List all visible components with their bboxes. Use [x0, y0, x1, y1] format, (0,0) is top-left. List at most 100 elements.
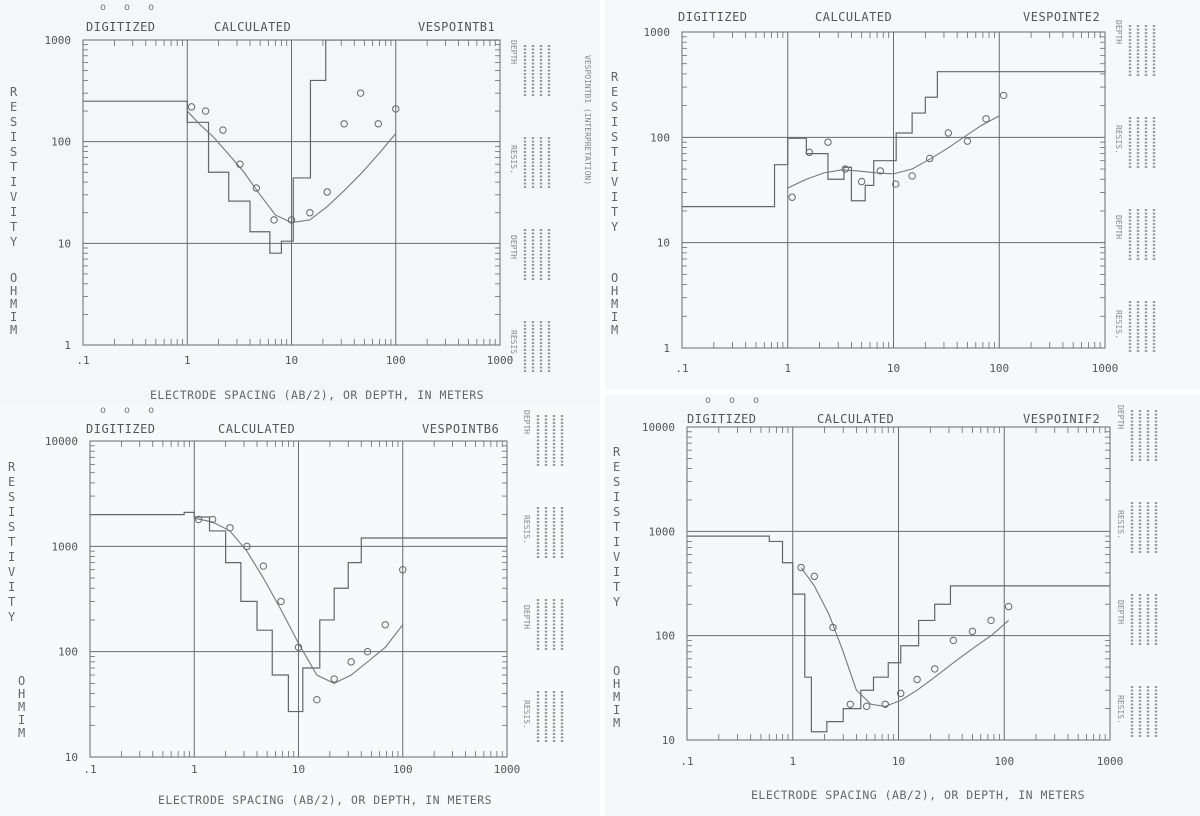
- x-axis-title: ELECTRODE SPACING (AB/2), OR DEPTH, IN M…: [158, 793, 493, 807]
- y-tick-label: 1: [64, 339, 71, 352]
- digitized-point: [252, 184, 261, 192]
- side-resis-label: RESIS.: [509, 330, 518, 359]
- x-tick-label: 100: [994, 755, 1014, 768]
- digitized-point: [913, 675, 921, 684]
- y-tick-label: 10000: [45, 435, 78, 448]
- digitized-point: [987, 616, 995, 625]
- digitized-point: [931, 665, 939, 673]
- calculated-curve: [787, 115, 1000, 189]
- digitized-point: [982, 115, 990, 123]
- digitized-marks: o o o: [100, 405, 161, 416]
- digitized-point: [201, 107, 210, 115]
- y-tick-label: 100: [650, 131, 670, 144]
- y-axis-unit: OHMIM: [613, 664, 621, 730]
- digitized-marks: o o o: [100, 2, 161, 13]
- digitized-label: DIGITIZED: [687, 412, 757, 426]
- digitized-point: [963, 137, 972, 145]
- digitized-point: [330, 675, 338, 683]
- x-tick-label: 1: [789, 755, 796, 768]
- calculated-curve: [800, 567, 1009, 707]
- digitized-point: [270, 216, 278, 224]
- digitized-point: [810, 572, 819, 581]
- side-resis-label: RESIS.: [509, 145, 518, 174]
- side-depth-label: DEPTH: [509, 235, 518, 259]
- y-tick-label: 100: [51, 136, 71, 149]
- x-tick-label: 1000: [1097, 755, 1124, 768]
- layer-model-line: [687, 535, 1110, 733]
- x-tick-label: .1: [675, 362, 688, 375]
- digitized-point: [892, 180, 900, 188]
- vespointb6-panel: o o o DIGITIZED CALCULATED VESPOINTB6 RE…: [0, 405, 600, 816]
- calculated-label: CALCULATED: [218, 422, 296, 436]
- x-tick-label: 1: [184, 354, 191, 367]
- digitized-point: [236, 160, 244, 168]
- digitized-point: [908, 172, 916, 180]
- y-axis-title: RESISTIVITY: [8, 460, 16, 624]
- y-tick-label: 1: [663, 342, 670, 355]
- side-depth-label: DEPTH: [1114, 20, 1123, 44]
- digitized-point: [857, 177, 866, 186]
- chart-title: VESPOINIF2: [1023, 412, 1101, 426]
- y-tick-label: 1000: [649, 525, 676, 538]
- digitized-point: [797, 563, 805, 572]
- digitized-point: [340, 120, 348, 128]
- vespointe2-panel: DIGITIZED CALCULATED VESPOINTE2 RESISTIV…: [605, 0, 1200, 390]
- digitized-point: [876, 167, 884, 175]
- side-interpretation-label: VESPOINTB1 (INTERPRETATION): [583, 55, 592, 185]
- y-axis-title: RESISTIVITY: [611, 70, 619, 234]
- digitized-marks: o o o: [705, 395, 766, 406]
- chart-svg: .1 1 10 100 1000 1 10 100 1000 DEPTH RESIS. DEPTH RE…: [45, 34, 592, 373]
- digitized-label: DIGITIZED: [86, 422, 156, 436]
- digitized-point: [881, 700, 889, 708]
- digitized-point: [226, 524, 234, 532]
- side-depth-label: DEPTH: [509, 40, 518, 64]
- layer-model-line: [83, 40, 500, 254]
- x-tick-label: 10: [285, 354, 298, 367]
- x-axis-title: ELECTRODE SPACING (AB/2), OR DEPTH, IN M…: [751, 788, 1086, 802]
- digitized-point: [287, 216, 296, 224]
- side-resis-label: RESIS.: [1114, 310, 1123, 339]
- calculated-label: CALCULATED: [817, 412, 895, 426]
- digitized-label: DIGITIZED: [86, 20, 156, 34]
- x-tick-label: 10: [892, 755, 905, 768]
- digitized-point: [356, 89, 365, 97]
- digitized-point: [294, 643, 303, 652]
- digitized-point: [926, 154, 934, 163]
- vespoinif2-panel: o o o DIGITIZED CALCULATED VESPOINIF2 RE…: [605, 395, 1200, 816]
- chart-title: VESPOINTB6: [422, 422, 500, 436]
- y-tick-label: 10: [65, 751, 78, 764]
- digitized-point: [841, 165, 849, 173]
- digitized-point: [399, 566, 407, 574]
- digitized-point: [187, 103, 196, 111]
- x-tick-label: .1: [76, 354, 89, 367]
- digitized-point: [805, 148, 814, 157]
- digitized-point: [392, 105, 400, 113]
- x-tick-label: 1: [784, 362, 791, 375]
- calculated-label: CALCULATED: [214, 20, 292, 34]
- x-tick-label: 10: [292, 763, 305, 776]
- y-axis-unit: OHMIM: [18, 674, 26, 740]
- digitized-point: [824, 138, 832, 146]
- chart-svg: .1 1 10 100 1000 10 100 1000 10000 DEPTH RESIS. DEP…: [45, 410, 564, 776]
- x-tick-label: 1: [191, 763, 198, 776]
- y-tick-label: 10: [58, 237, 71, 250]
- y-tick-label: 1000: [45, 34, 72, 47]
- side-depth-label: DEPTH: [522, 410, 531, 434]
- layer-model-line: [682, 71, 1105, 208]
- digitized-point: [944, 129, 953, 137]
- digitized-point: [1004, 602, 1013, 611]
- digitized-point: [862, 702, 871, 711]
- y-tick-label: 100: [58, 646, 78, 659]
- y-tick-label: 1000: [644, 26, 671, 39]
- x-tick-label: 100: [989, 362, 1009, 375]
- digitized-point: [323, 188, 331, 196]
- x-tick-label: .1: [83, 763, 96, 776]
- digitized-point: [829, 623, 837, 632]
- digitized-point: [968, 627, 977, 636]
- digitized-point: [259, 562, 268, 570]
- x-tick-label: .1: [680, 755, 693, 768]
- side-resis-label: RESIS.: [522, 515, 531, 544]
- x-tick-label: 100: [393, 763, 413, 776]
- side-depth-label: DEPTH: [1114, 215, 1123, 239]
- digitized-point: [219, 126, 227, 134]
